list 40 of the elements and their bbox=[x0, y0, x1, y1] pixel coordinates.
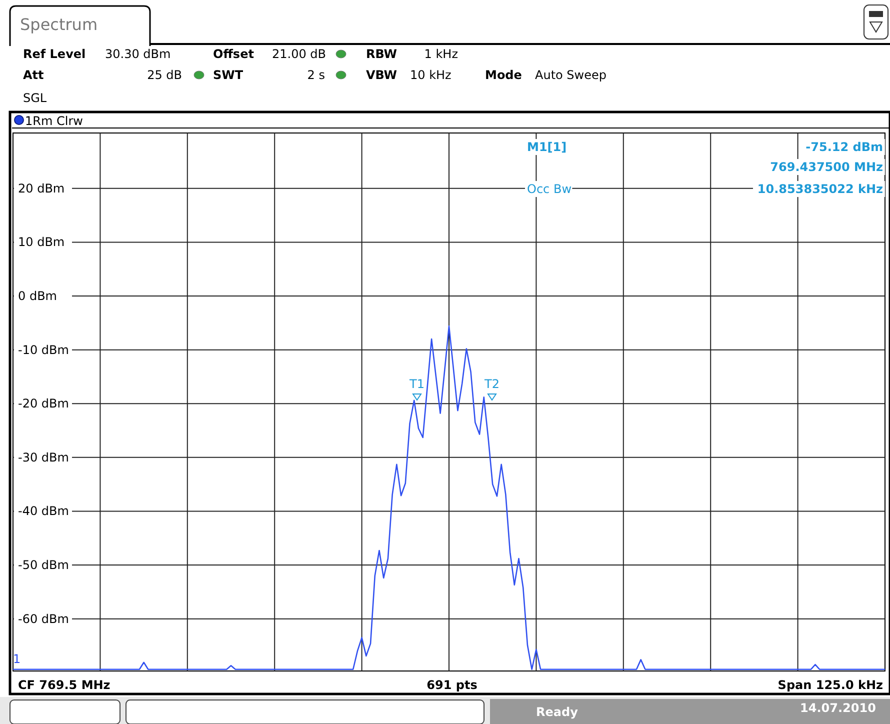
y-tick-label: -30 dBm bbox=[18, 450, 69, 464]
y-tick-label: -50 dBm bbox=[18, 558, 69, 572]
text: Ref Level bbox=[23, 47, 86, 61]
y-tick-label: -60 dBm bbox=[18, 612, 69, 626]
annotation: T1 bbox=[408, 377, 424, 391]
y-tick-label: 0 dBm bbox=[18, 289, 57, 304]
annotation: 10.853835022 kHz bbox=[757, 182, 884, 196]
text: 1 kHz bbox=[424, 47, 458, 61]
chart-title: Spectrum bbox=[20, 15, 98, 34]
text: RBW bbox=[366, 47, 397, 61]
text: 21.00 dB bbox=[272, 47, 326, 61]
text: 691 pts bbox=[426, 678, 478, 692]
text: 2 s bbox=[307, 68, 325, 82]
y-tick-label: -10 dBm bbox=[18, 342, 69, 357]
text: Auto Sweep bbox=[535, 68, 606, 82]
text: Att bbox=[23, 68, 44, 82]
y-tick-label: -20 dBm bbox=[18, 396, 69, 411]
annotation: -75.12 dBm bbox=[806, 140, 883, 154]
text: 10 kHz bbox=[410, 68, 452, 82]
line-series bbox=[12, 325, 886, 670]
text: SWT bbox=[213, 68, 244, 82]
y-tick-label: 10 dBm bbox=[18, 235, 65, 250]
text: SGL bbox=[23, 91, 47, 105]
annotation: T2 bbox=[484, 377, 500, 391]
text: Span 125.0 kHz bbox=[778, 678, 884, 692]
text: VBW bbox=[366, 68, 398, 82]
annotation: 1 bbox=[13, 652, 21, 666]
legend-label: 1Rm Clrw bbox=[25, 114, 84, 128]
text: 30.30 dBm bbox=[105, 47, 171, 61]
annotation: M1[1] bbox=[527, 140, 567, 154]
text: 14.07.2010 bbox=[800, 701, 876, 715]
annotation: Occ Bw bbox=[527, 182, 572, 196]
y-tick-label: -40 dBm bbox=[18, 504, 69, 518]
text: Mode bbox=[485, 68, 522, 82]
y-tick-label: 20 dBm bbox=[18, 181, 65, 196]
text: CF 769.5 MHz bbox=[18, 678, 110, 692]
annotation: 769.437500 MHz bbox=[770, 160, 884, 174]
text: 25 dB bbox=[147, 68, 182, 82]
text: Ready bbox=[536, 705, 578, 719]
text: Offset bbox=[213, 47, 254, 61]
